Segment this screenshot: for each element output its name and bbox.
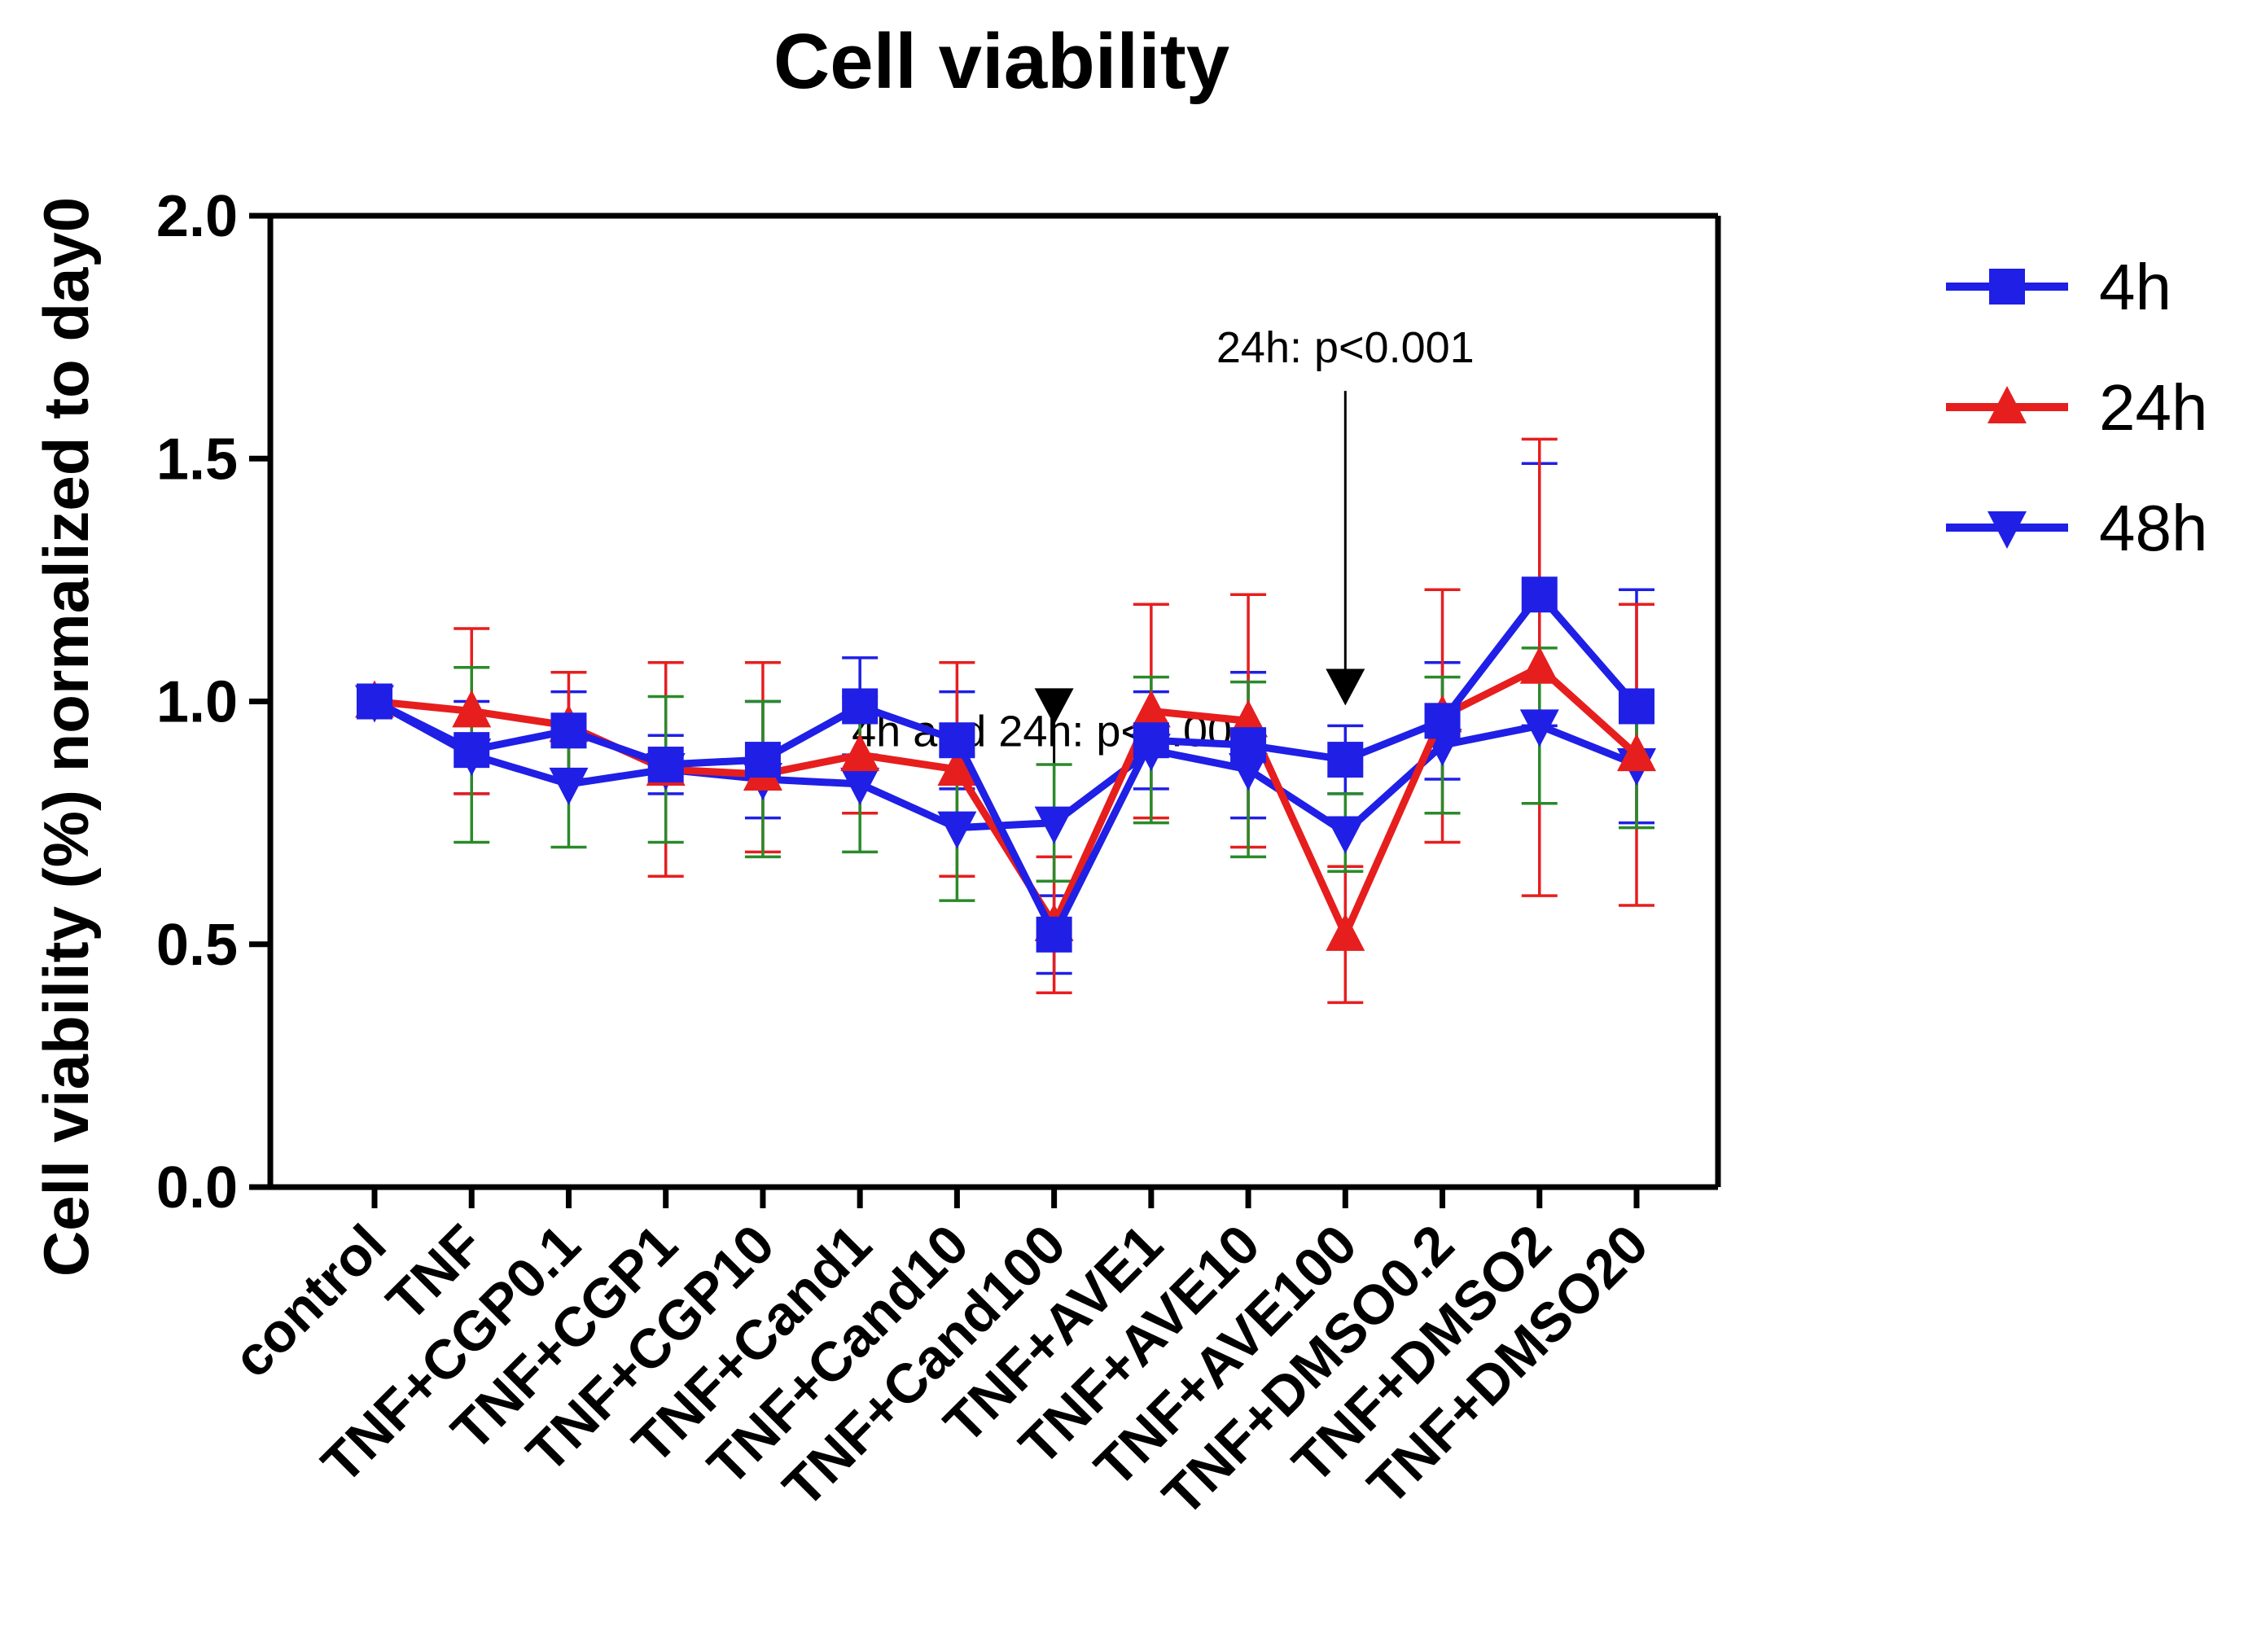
data-point — [1326, 913, 1365, 951]
data-point — [937, 748, 977, 787]
data-point — [550, 712, 587, 749]
data-point — [1034, 806, 1074, 844]
y-tick-label: 0.0 — [156, 1155, 238, 1220]
arrow-head — [1034, 688, 1074, 725]
legend-marker — [1987, 511, 2027, 549]
y-tick-label: 2.0 — [156, 184, 238, 249]
legend-marker — [1989, 269, 2025, 305]
data-point — [1036, 916, 1072, 953]
arrow-head — [1326, 668, 1365, 706]
legend-marker — [1987, 386, 2027, 423]
plot-area: 0.00.51.01.52.0controlTNFTNF+CGP0.1TNF+C… — [156, 184, 1721, 1527]
y-axis-label: Cell viability (%) normalized to day0 — [30, 197, 102, 1277]
data-point — [452, 690, 492, 728]
y-tick-label: 1.5 — [156, 427, 238, 492]
data-point — [1327, 742, 1364, 778]
data-point — [1617, 734, 1656, 772]
chart-title: Cell viability — [774, 18, 1229, 105]
y-tick-label: 1.0 — [156, 670, 238, 735]
data-point — [1230, 727, 1267, 764]
x-tick-label: control — [221, 1213, 398, 1390]
annotation-arrow — [1034, 688, 1074, 775]
data-point — [1131, 690, 1171, 728]
legend: 4h 24h 48h — [1946, 251, 2207, 564]
annotation-text: 24h: p<0.001 — [1216, 323, 1475, 372]
data-point — [1133, 722, 1169, 759]
data-point — [647, 747, 684, 783]
data-point — [1619, 688, 1654, 725]
series-line — [372, 590, 1640, 939]
data-point — [1326, 816, 1365, 854]
legend-item: 4h — [1946, 251, 2172, 323]
annotation-arrow — [1326, 391, 1365, 706]
legend-item: 48h — [1946, 492, 2207, 564]
series-4h — [357, 576, 1654, 953]
data-point — [937, 811, 977, 849]
data-point — [842, 688, 879, 725]
data-point — [840, 734, 880, 772]
data-point — [357, 683, 392, 720]
data-point — [840, 767, 880, 805]
data-point — [939, 722, 975, 759]
legend-item: 24h — [1946, 371, 2207, 444]
data-point — [1519, 646, 1559, 684]
y-tick-label: 0.5 — [156, 913, 238, 978]
data-point — [1424, 703, 1461, 739]
data-point — [1521, 576, 1558, 613]
legend-label: 4h — [2099, 251, 2172, 323]
data-point — [454, 732, 490, 769]
data-point — [744, 742, 781, 778]
data-point — [549, 767, 589, 805]
legend-label: 24h — [2099, 371, 2207, 444]
data-point — [1519, 709, 1559, 747]
legend-label: 48h — [2099, 492, 2207, 564]
